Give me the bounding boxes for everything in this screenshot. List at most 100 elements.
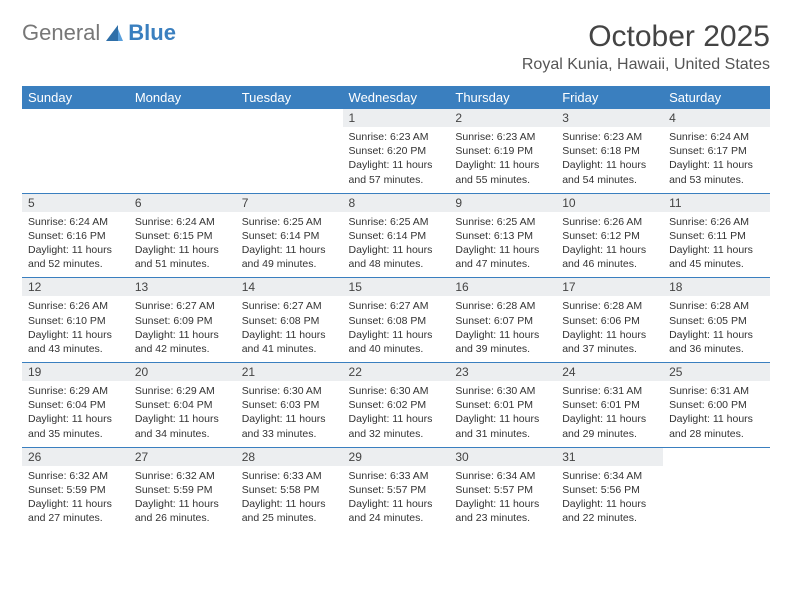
day-number: 29: [343, 448, 450, 466]
calendar-day: 13Sunrise: 6:27 AMSunset: 6:09 PMDayligh…: [129, 278, 236, 363]
calendar-table: SundayMondayTuesdayWednesdayThursdayFrid…: [22, 86, 770, 531]
calendar-day: 25Sunrise: 6:31 AMSunset: 6:00 PMDayligh…: [663, 363, 770, 448]
day-number: 1: [343, 109, 450, 127]
calendar-day: 23Sunrise: 6:30 AMSunset: 6:01 PMDayligh…: [449, 363, 556, 448]
day-details: Sunrise: 6:24 AMSunset: 6:15 PMDaylight:…: [129, 212, 236, 278]
calendar-day: 4Sunrise: 6:24 AMSunset: 6:17 PMDaylight…: [663, 109, 770, 193]
day-number: 24: [556, 363, 663, 381]
day-number: 9: [449, 194, 556, 212]
calendar-day: 8Sunrise: 6:25 AMSunset: 6:14 PMDaylight…: [343, 193, 450, 278]
calendar-empty: [129, 109, 236, 193]
logo: General Blue: [22, 20, 176, 46]
day-details: Sunrise: 6:25 AMSunset: 6:14 PMDaylight:…: [343, 212, 450, 278]
title-block: October 2025 Royal Kunia, Hawaii, United…: [522, 20, 770, 74]
day-details: Sunrise: 6:24 AMSunset: 6:16 PMDaylight:…: [22, 212, 129, 278]
calendar-day: 24Sunrise: 6:31 AMSunset: 6:01 PMDayligh…: [556, 363, 663, 448]
day-number: 6: [129, 194, 236, 212]
calendar-empty: [236, 109, 343, 193]
calendar-day: 21Sunrise: 6:30 AMSunset: 6:03 PMDayligh…: [236, 363, 343, 448]
calendar-day: 7Sunrise: 6:25 AMSunset: 6:14 PMDaylight…: [236, 193, 343, 278]
day-number: 13: [129, 278, 236, 296]
day-number: 15: [343, 278, 450, 296]
day-number: 11: [663, 194, 770, 212]
calendar-day: 22Sunrise: 6:30 AMSunset: 6:02 PMDayligh…: [343, 363, 450, 448]
calendar-day: 29Sunrise: 6:33 AMSunset: 5:57 PMDayligh…: [343, 447, 450, 531]
day-number: 12: [22, 278, 129, 296]
day-number: 22: [343, 363, 450, 381]
day-details: Sunrise: 6:25 AMSunset: 6:13 PMDaylight:…: [449, 212, 556, 278]
day-number: 18: [663, 278, 770, 296]
day-number: 7: [236, 194, 343, 212]
day-details: Sunrise: 6:24 AMSunset: 6:17 PMDaylight:…: [663, 127, 770, 193]
day-number: 30: [449, 448, 556, 466]
calendar-week: 1Sunrise: 6:23 AMSunset: 6:20 PMDaylight…: [22, 109, 770, 193]
calendar-week: 26Sunrise: 6:32 AMSunset: 5:59 PMDayligh…: [22, 447, 770, 531]
calendar-day: 28Sunrise: 6:33 AMSunset: 5:58 PMDayligh…: [236, 447, 343, 531]
day-details: Sunrise: 6:26 AMSunset: 6:12 PMDaylight:…: [556, 212, 663, 278]
calendar-day: 10Sunrise: 6:26 AMSunset: 6:12 PMDayligh…: [556, 193, 663, 278]
day-details: Sunrise: 6:28 AMSunset: 6:06 PMDaylight:…: [556, 296, 663, 362]
calendar-week: 12Sunrise: 6:26 AMSunset: 6:10 PMDayligh…: [22, 278, 770, 363]
calendar-day: 14Sunrise: 6:27 AMSunset: 6:08 PMDayligh…: [236, 278, 343, 363]
day-number: 4: [663, 109, 770, 127]
calendar-day: 9Sunrise: 6:25 AMSunset: 6:13 PMDaylight…: [449, 193, 556, 278]
day-details: Sunrise: 6:31 AMSunset: 6:01 PMDaylight:…: [556, 381, 663, 447]
calendar-week: 19Sunrise: 6:29 AMSunset: 6:04 PMDayligh…: [22, 363, 770, 448]
day-number: 19: [22, 363, 129, 381]
weekday-header: Tuesday: [236, 86, 343, 109]
calendar-day: 12Sunrise: 6:26 AMSunset: 6:10 PMDayligh…: [22, 278, 129, 363]
location-label: Royal Kunia, Hawaii, United States: [522, 56, 770, 74]
day-details: Sunrise: 6:27 AMSunset: 6:08 PMDaylight:…: [236, 296, 343, 362]
day-number: 2: [449, 109, 556, 127]
calendar-day: 17Sunrise: 6:28 AMSunset: 6:06 PMDayligh…: [556, 278, 663, 363]
calendar-day: 30Sunrise: 6:34 AMSunset: 5:57 PMDayligh…: [449, 447, 556, 531]
calendar-day: 20Sunrise: 6:29 AMSunset: 6:04 PMDayligh…: [129, 363, 236, 448]
day-details: Sunrise: 6:30 AMSunset: 6:01 PMDaylight:…: [449, 381, 556, 447]
calendar-day: 1Sunrise: 6:23 AMSunset: 6:20 PMDaylight…: [343, 109, 450, 193]
day-details: Sunrise: 6:25 AMSunset: 6:14 PMDaylight:…: [236, 212, 343, 278]
day-number: 10: [556, 194, 663, 212]
day-details: Sunrise: 6:28 AMSunset: 6:05 PMDaylight:…: [663, 296, 770, 362]
day-details: Sunrise: 6:29 AMSunset: 6:04 PMDaylight:…: [22, 381, 129, 447]
day-number: 23: [449, 363, 556, 381]
day-number: 28: [236, 448, 343, 466]
day-number: 20: [129, 363, 236, 381]
calendar-empty: [663, 447, 770, 531]
sail-icon: [104, 23, 124, 43]
day-details: Sunrise: 6:32 AMSunset: 5:59 PMDaylight:…: [22, 466, 129, 532]
day-details: Sunrise: 6:27 AMSunset: 6:08 PMDaylight:…: [343, 296, 450, 362]
calendar-day: 27Sunrise: 6:32 AMSunset: 5:59 PMDayligh…: [129, 447, 236, 531]
day-number: 5: [22, 194, 129, 212]
calendar-day: 15Sunrise: 6:27 AMSunset: 6:08 PMDayligh…: [343, 278, 450, 363]
day-number: 17: [556, 278, 663, 296]
day-number: 8: [343, 194, 450, 212]
day-details: Sunrise: 6:30 AMSunset: 6:02 PMDaylight:…: [343, 381, 450, 447]
day-details: Sunrise: 6:23 AMSunset: 6:19 PMDaylight:…: [449, 127, 556, 193]
calendar-day: 18Sunrise: 6:28 AMSunset: 6:05 PMDayligh…: [663, 278, 770, 363]
calendar-day: 26Sunrise: 6:32 AMSunset: 5:59 PMDayligh…: [22, 447, 129, 531]
day-details: Sunrise: 6:33 AMSunset: 5:58 PMDaylight:…: [236, 466, 343, 532]
calendar-day: 31Sunrise: 6:34 AMSunset: 5:56 PMDayligh…: [556, 447, 663, 531]
calendar-day: 3Sunrise: 6:23 AMSunset: 6:18 PMDaylight…: [556, 109, 663, 193]
day-details: Sunrise: 6:32 AMSunset: 5:59 PMDaylight:…: [129, 466, 236, 532]
day-number: 21: [236, 363, 343, 381]
day-number: 14: [236, 278, 343, 296]
day-details: Sunrise: 6:29 AMSunset: 6:04 PMDaylight:…: [129, 381, 236, 447]
day-details: Sunrise: 6:26 AMSunset: 6:11 PMDaylight:…: [663, 212, 770, 278]
weekday-header: Thursday: [449, 86, 556, 109]
page-title: October 2025: [522, 20, 770, 54]
day-details: Sunrise: 6:30 AMSunset: 6:03 PMDaylight:…: [236, 381, 343, 447]
weekday-header: Sunday: [22, 86, 129, 109]
day-details: Sunrise: 6:34 AMSunset: 5:56 PMDaylight:…: [556, 466, 663, 532]
calendar-day: 19Sunrise: 6:29 AMSunset: 6:04 PMDayligh…: [22, 363, 129, 448]
calendar-week: 5Sunrise: 6:24 AMSunset: 6:16 PMDaylight…: [22, 193, 770, 278]
day-details: Sunrise: 6:28 AMSunset: 6:07 PMDaylight:…: [449, 296, 556, 362]
calendar-day: 6Sunrise: 6:24 AMSunset: 6:15 PMDaylight…: [129, 193, 236, 278]
day-number: 26: [22, 448, 129, 466]
weekday-header: Monday: [129, 86, 236, 109]
day-number: 27: [129, 448, 236, 466]
calendar-day: 5Sunrise: 6:24 AMSunset: 6:16 PMDaylight…: [22, 193, 129, 278]
logo-text-1: General: [22, 20, 100, 46]
calendar-empty: [22, 109, 129, 193]
calendar-header-row: SundayMondayTuesdayWednesdayThursdayFrid…: [22, 86, 770, 109]
